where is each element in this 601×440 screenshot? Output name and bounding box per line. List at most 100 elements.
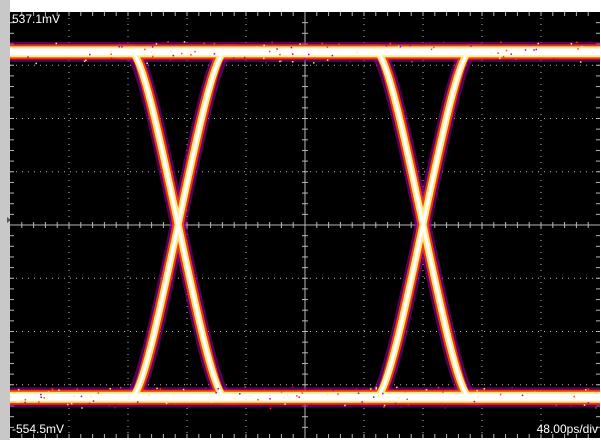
noise-speck: [292, 386, 294, 388]
noise-speck: [58, 389, 60, 391]
noise-speck: [321, 388, 324, 391]
noise-speck: [67, 403, 69, 406]
noise-speck: [301, 392, 303, 394]
noise-speck: [556, 57, 559, 59]
noise-speck: [268, 50, 271, 53]
noise-speck: [108, 404, 111, 407]
noise-speck: [375, 386, 378, 389]
noise-speck: [203, 42, 205, 45]
noise-speck: [205, 387, 207, 390]
noise-speck: [397, 45, 400, 48]
noise-speck: [595, 407, 597, 409]
noise-speck: [511, 386, 513, 389]
noise-speck: [151, 55, 154, 58]
noise-speck: [10, 396, 12, 398]
noise-speck: [288, 55, 290, 58]
noise-speck: [515, 58, 517, 60]
time-scale-readout: 48.00ps/div: [536, 422, 598, 436]
noise-speck: [555, 404, 558, 406]
noise-speck: [172, 54, 175, 57]
noise-speck: [55, 42, 58, 45]
noise-speck: [570, 393, 572, 395]
noise-speck: [505, 49, 508, 52]
noise-speck: [312, 62, 315, 64]
noise-speck: [263, 388, 266, 390]
noise-speck: [35, 62, 37, 65]
noise-speck: [40, 393, 42, 396]
noise-speck: [269, 407, 272, 410]
noise-speck: [121, 46, 123, 48]
noise-speck: [409, 44, 411, 47]
noise-speck: [430, 48, 433, 51]
noise-speck: [500, 41, 502, 43]
noise-speck: [279, 60, 281, 63]
noise-speck: [479, 43, 482, 45]
noise-speck: [498, 57, 501, 60]
noise-speck: [280, 60, 282, 62]
eye-diagram-plot: [10, 12, 600, 438]
noise-speck: [190, 54, 192, 56]
noise-speck: [377, 396, 379, 398]
noise-speck: [573, 395, 576, 398]
noise-speck: [234, 397, 236, 400]
noise-speck: [180, 52, 183, 55]
noise-speck: [156, 387, 158, 390]
noise-speck: [222, 391, 225, 394]
noise-speck: [182, 388, 185, 391]
noise-speck: [13, 57, 15, 60]
noise-speck: [243, 56, 246, 59]
noise-speck: [85, 59, 87, 62]
noise-speck: [396, 386, 398, 389]
noise-speck: [534, 391, 536, 394]
noise-speck: [255, 46, 258, 48]
noise-speck: [303, 58, 306, 60]
noise-speck: [336, 57, 339, 60]
noise-speck: [533, 49, 535, 51]
noise-speck: [148, 394, 150, 396]
noise-speck: [265, 61, 267, 64]
noise-speck: [433, 46, 435, 49]
noise-speck: [80, 58, 82, 61]
noise-speck: [521, 394, 524, 397]
noise-speck: [537, 42, 540, 45]
noise-speck: [80, 395, 83, 398]
noise-speck: [24, 401, 26, 404]
noise-speck: [70, 402, 73, 405]
noise-speck: [470, 45, 472, 47]
grid: [10, 12, 600, 438]
noise-speck: [213, 53, 216, 55]
noise-speck: [307, 53, 310, 56]
noise-speck: [110, 57, 113, 59]
noise-speck: [552, 58, 555, 60]
noise-speck: [378, 395, 380, 397]
noise-speck: [194, 50, 196, 53]
noise-speck: [425, 43, 428, 45]
noise-speck: [381, 392, 384, 395]
noise-speck: [263, 44, 265, 47]
noise-speck: [173, 43, 175, 46]
noise-speck: [511, 58, 514, 61]
noise-speck: [404, 390, 407, 393]
trigger-level-marker-icon: [7, 217, 11, 223]
noise-speck: [535, 48, 538, 51]
noise-speck: [155, 43, 158, 45]
noise-speck: [128, 47, 130, 50]
transition-edge-trace-core: [364, 50, 482, 399]
noise-speck: [244, 386, 247, 388]
noise-speck: [217, 387, 220, 390]
noise-speck: [17, 388, 20, 391]
noise-speck: [369, 388, 372, 390]
noise-speck: [442, 41, 445, 44]
noise-speck: [290, 46, 293, 49]
noise-speck: [407, 403, 410, 406]
noise-speck: [524, 49, 527, 51]
noise-speck: [183, 41, 186, 43]
noise-speck: [444, 407, 446, 409]
noise-speck: [110, 50, 113, 53]
noise-speck: [244, 399, 247, 401]
noise-speck: [532, 400, 535, 403]
left-margin-bar: [0, 0, 10, 440]
noise-speck: [76, 388, 78, 390]
noise-speck: [170, 50, 172, 53]
noise-speck: [429, 42, 431, 44]
